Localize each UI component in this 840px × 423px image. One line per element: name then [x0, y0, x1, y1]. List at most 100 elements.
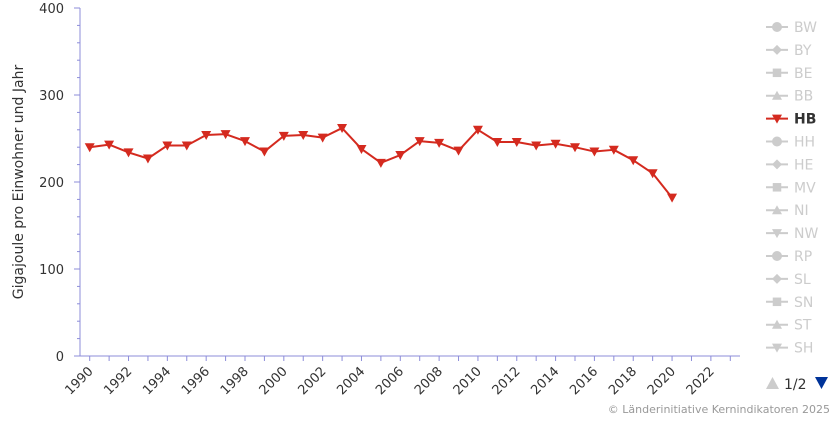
series-layer	[84, 124, 678, 203]
data-point[interactable]	[201, 131, 212, 141]
legend-item-ni[interactable]: NI	[766, 203, 809, 219]
x-tick-label: 1996	[179, 364, 213, 398]
data-point[interactable]	[647, 169, 658, 179]
data-point[interactable]	[589, 147, 600, 157]
legend-label: BB	[794, 89, 813, 105]
legend-marker-icon	[772, 273, 782, 284]
data-point[interactable]	[472, 125, 483, 135]
data-point[interactable]	[123, 148, 134, 158]
x-tick-label: 1994	[140, 364, 174, 398]
legend-marker-icon	[772, 183, 782, 192]
y-tick-label: 0	[56, 350, 64, 365]
data-point[interactable]	[84, 143, 95, 153]
y-tick-label: 400	[39, 2, 64, 17]
legend-marker-icon	[772, 68, 782, 78]
data-point[interactable]	[570, 143, 580, 153]
data-point[interactable]	[395, 151, 406, 161]
legend-item-sn[interactable]: SN	[766, 295, 813, 311]
legend-item-st[interactable]: ST	[766, 318, 812, 334]
x-tick-label: 1992	[101, 364, 135, 398]
y-axis-title: Gigajoule pro Einwohner und Jahr	[11, 65, 27, 300]
data-point[interactable]	[337, 124, 348, 134]
legend-pager: 1/2	[766, 377, 828, 393]
x-tick-label: 2014	[528, 364, 562, 398]
legend-label: NW	[794, 226, 818, 242]
x-tick-label: 2018	[606, 364, 640, 398]
x-tick-label: 2020	[645, 364, 679, 398]
legend-marker-icon	[772, 205, 782, 215]
x-tick-label: 2008	[412, 364, 446, 398]
pager-up-icon[interactable]	[766, 377, 779, 389]
data-point[interactable]	[356, 144, 367, 154]
data-point[interactable]	[220, 130, 231, 140]
legend-item-rp[interactable]: RP	[766, 249, 812, 265]
legend-label: HB	[794, 112, 816, 128]
data-point[interactable]	[453, 146, 464, 156]
data-point[interactable]	[375, 158, 386, 168]
y-tick-label: 200	[39, 176, 64, 191]
data-point[interactable]	[240, 137, 250, 147]
data-point[interactable]	[317, 133, 328, 143]
data-point[interactable]	[142, 154, 153, 164]
legend-item-bb[interactable]: BB	[766, 89, 813, 105]
x-tick-label: 2006	[373, 364, 407, 398]
data-point[interactable]	[511, 137, 522, 147]
data-point[interactable]	[298, 131, 309, 141]
legend-item-mv[interactable]: MV	[766, 180, 816, 196]
data-point[interactable]	[104, 140, 115, 150]
x-tick-label: 2010	[451, 364, 485, 398]
data-point[interactable]	[492, 137, 503, 147]
data-point[interactable]	[531, 141, 542, 151]
legend-marker-icon	[772, 297, 782, 307]
legend-label: NI	[794, 203, 809, 219]
legend-label: BY	[794, 43, 812, 59]
legend-item-nw[interactable]: NW	[766, 226, 818, 242]
legend-label: HE	[794, 157, 813, 173]
legend-item-he[interactable]: HE	[766, 157, 813, 173]
x-tick-label: 1998	[218, 364, 252, 398]
legend-label: BE	[794, 66, 812, 82]
data-point[interactable]	[278, 131, 289, 141]
x-tick-label: 2022	[684, 364, 718, 398]
data-point[interactable]	[259, 147, 270, 157]
legend-item-sl[interactable]: SL	[766, 272, 811, 288]
data-point[interactable]	[667, 193, 678, 203]
legend-marker-icon	[772, 136, 782, 147]
legend-marker-icon	[772, 251, 782, 261]
legend-item-hh[interactable]: HH	[766, 135, 815, 151]
x-tick-label: 2002	[295, 364, 329, 398]
legend-marker-icon	[772, 44, 782, 55]
data-point[interactable]	[181, 141, 192, 151]
legend-item-sh[interactable]: SH	[766, 341, 813, 357]
data-point[interactable]	[628, 156, 639, 166]
pager-down-icon[interactable]	[815, 377, 828, 389]
legend-item-bw[interactable]: BW	[766, 20, 817, 36]
data-point[interactable]	[414, 137, 425, 147]
data-point[interactable]	[434, 138, 445, 148]
x-tick-label: 1990	[63, 364, 97, 398]
legend-marker-icon	[772, 229, 782, 239]
legend-label: SH	[794, 341, 813, 357]
credits[interactable]: © Länderinitiative Kernindikatoren 2025	[608, 403, 830, 416]
legend-marker-icon	[772, 114, 782, 124]
legend-label: BW	[794, 20, 817, 36]
data-point[interactable]	[550, 139, 561, 149]
data-point[interactable]	[608, 145, 619, 155]
legend-label: HH	[794, 135, 815, 151]
x-tick-label: 2016	[567, 364, 601, 398]
legend-label: SN	[794, 295, 813, 311]
legend-item-hb[interactable]: HB	[766, 112, 816, 128]
legend-label: MV	[794, 180, 816, 196]
x-tick-label: 2000	[257, 364, 291, 398]
legend-item-by[interactable]: BY	[766, 43, 812, 59]
legend-marker-icon	[772, 22, 782, 32]
pager-label: 1/2	[784, 377, 807, 393]
legend-marker-icon	[772, 159, 782, 170]
legend-label: SL	[794, 272, 811, 288]
data-point[interactable]	[162, 141, 173, 151]
legend-item-be[interactable]: BE	[766, 66, 812, 82]
y-tick-label: 300	[39, 89, 64, 104]
y-tick-label: 100	[39, 263, 64, 278]
x-axis: 1990 1992 1994 1996 1998 2000 2002 2004 2006 2008…	[63, 355, 740, 398]
